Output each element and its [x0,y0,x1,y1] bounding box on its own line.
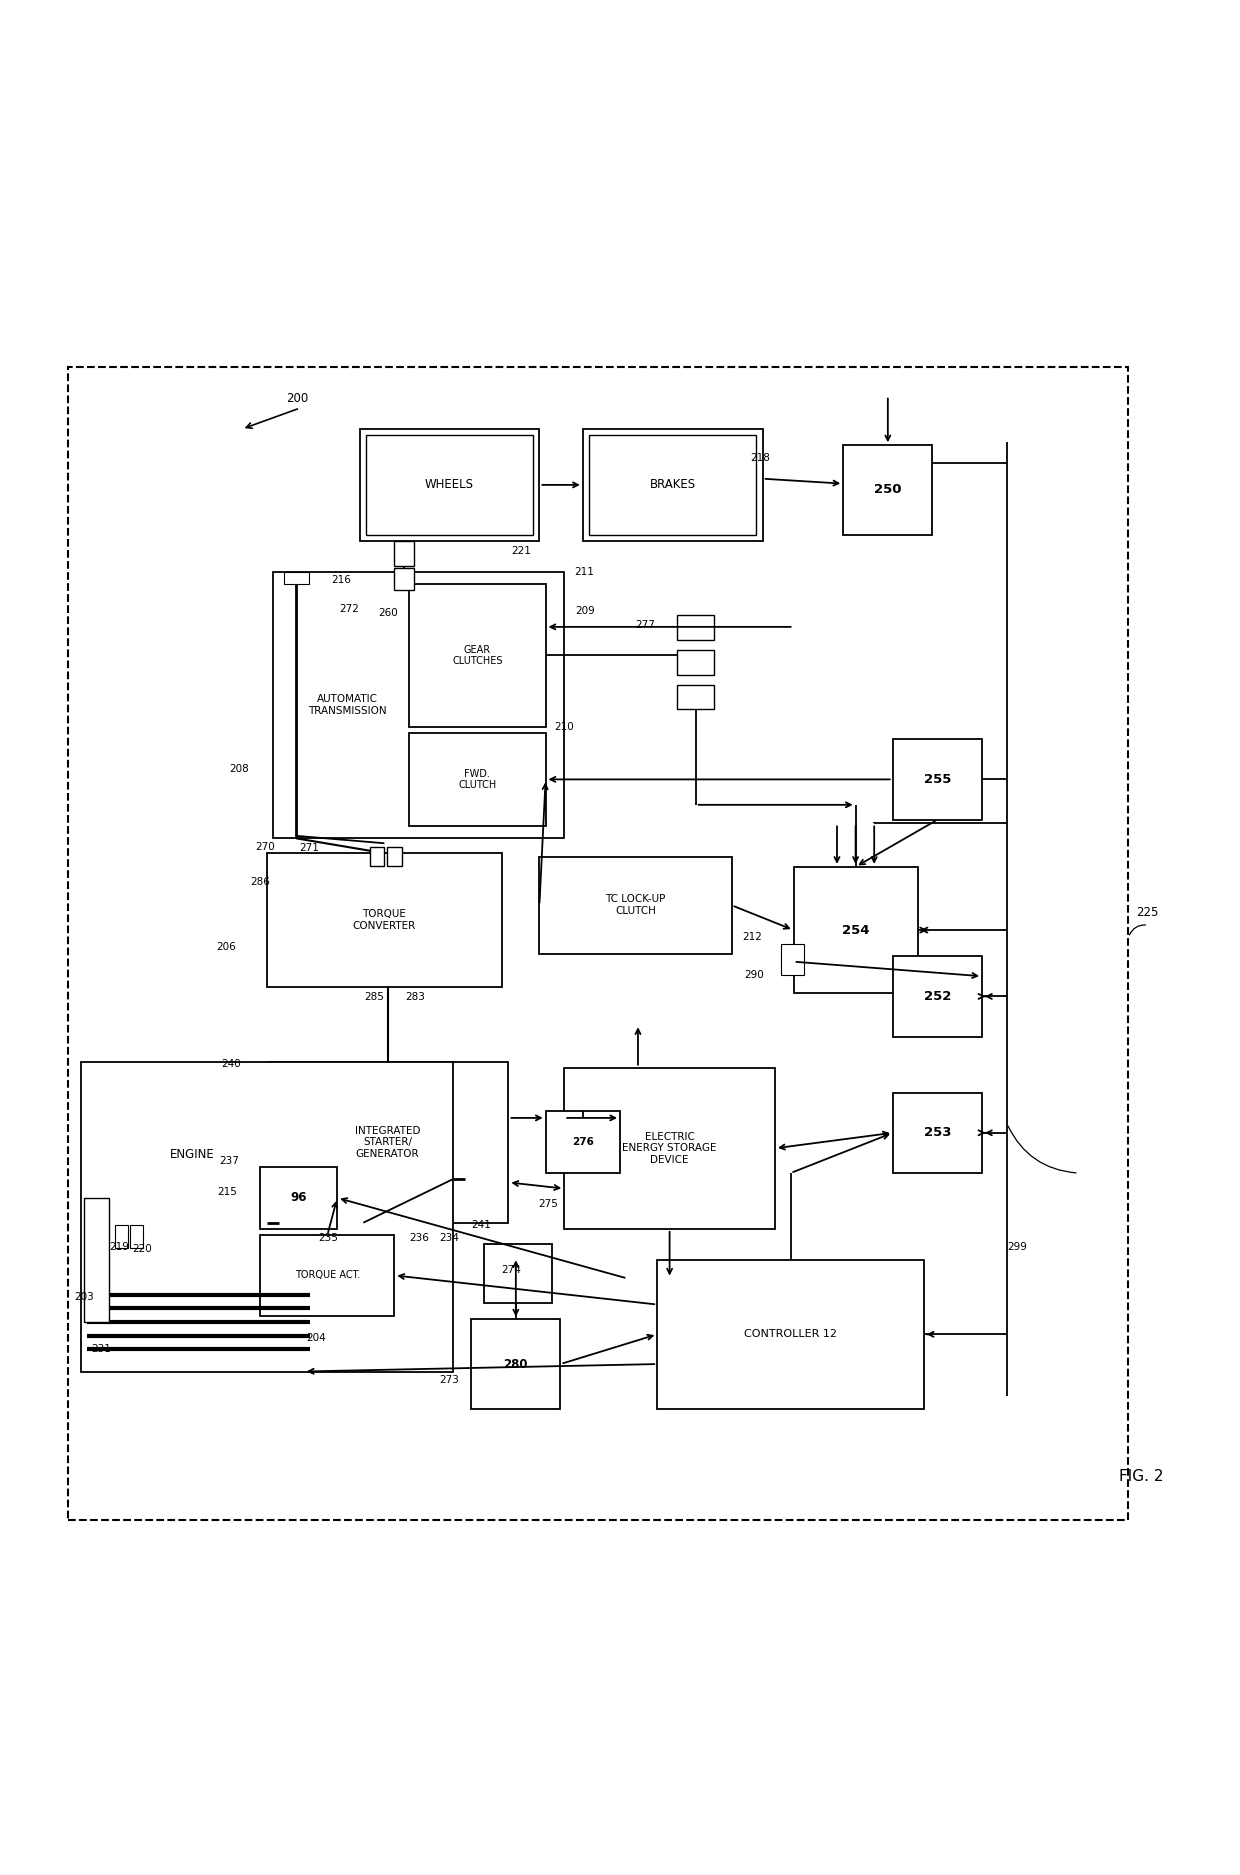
Text: 280: 280 [503,1358,528,1371]
Text: BRAKES: BRAKES [650,478,696,491]
Bar [366,435,533,534]
Text: 210: 210 [554,722,574,731]
Text: 241: 241 [471,1221,491,1230]
Text: 236: 236 [409,1232,429,1243]
Text: 252: 252 [924,990,951,1003]
Text: 285: 285 [365,992,384,1001]
Text: 218: 218 [750,452,770,463]
Bar [260,1236,394,1316]
Bar [564,1067,775,1228]
Text: GEAR
CLUTCHES: GEAR CLUTCHES [453,645,502,666]
Text: CONTROLLER 12: CONTROLLER 12 [744,1329,837,1339]
Text: 211: 211 [574,566,594,578]
Bar [893,1093,982,1174]
Bar [68,368,1128,1521]
Bar [267,1061,508,1223]
Text: ENGINE: ENGINE [170,1148,215,1161]
Text: 215: 215 [217,1187,237,1196]
Bar [394,568,414,591]
Bar [273,572,564,838]
Text: 273: 273 [439,1374,459,1386]
Bar [471,1320,560,1408]
Bar [781,943,804,975]
Text: 203: 203 [74,1292,94,1301]
Text: 221: 221 [511,546,531,555]
Text: TORQUE ACT.: TORQUE ACT. [295,1271,360,1281]
Bar [589,435,756,534]
Bar [677,651,714,675]
Text: 237: 237 [219,1155,239,1166]
Text: 235: 235 [319,1232,339,1243]
Text: 208: 208 [229,763,249,774]
Text: FWD.
CLUTCH: FWD. CLUTCH [459,769,496,789]
Text: 231: 231 [92,1344,112,1354]
Text: 272: 272 [340,604,360,613]
Bar [677,615,714,639]
Bar [539,857,732,954]
Text: 277: 277 [635,621,655,630]
Text: 209: 209 [575,606,595,617]
Text: 290: 290 [744,969,764,981]
Text: ELECTRIC
ENERGY STORAGE
DEVICE: ELECTRIC ENERGY STORAGE DEVICE [622,1132,717,1164]
Bar [387,848,402,866]
Text: 200: 200 [286,392,309,405]
Text: 240: 240 [221,1059,241,1069]
Text: 212: 212 [743,932,763,943]
Text: 270: 270 [255,842,275,851]
Bar [130,1224,143,1247]
Text: 219: 219 [109,1243,129,1252]
Bar [115,1224,128,1247]
Text: 225: 225 [1136,906,1158,919]
Bar [677,684,714,709]
Bar [84,1198,109,1322]
Text: 260: 260 [378,608,398,617]
Text: 250: 250 [874,484,901,497]
Bar [843,444,932,534]
Text: TORQUE
CONVERTER: TORQUE CONVERTER [352,909,417,932]
Text: AUTOMATIC
TRANSMISSION: AUTOMATIC TRANSMISSION [308,694,387,716]
Bar [409,733,546,825]
Text: 220: 220 [133,1243,153,1254]
Text: 206: 206 [216,943,236,952]
Bar [370,848,384,866]
Text: 276: 276 [572,1136,594,1148]
Text: 286: 286 [250,878,270,887]
Text: 274: 274 [501,1266,521,1275]
Bar [583,429,763,540]
Text: 283: 283 [405,992,425,1001]
Bar [409,585,546,728]
Text: 255: 255 [924,772,951,786]
Bar [81,1061,453,1371]
Bar [267,853,502,986]
Text: 204: 204 [306,1333,326,1342]
Text: INTEGRATED
STARTER/
GENERATOR: INTEGRATED STARTER/ GENERATOR [355,1125,420,1159]
Bar [657,1260,924,1408]
Text: 234: 234 [439,1232,459,1243]
Text: 299: 299 [1007,1243,1027,1252]
Bar [893,739,982,819]
Bar [284,572,309,585]
Text: 275: 275 [538,1200,558,1209]
Text: 216: 216 [331,576,351,585]
Text: 253: 253 [924,1127,951,1140]
Text: WHEELS: WHEELS [425,478,474,491]
Text: TC LOCK-UP
CLUTCH: TC LOCK-UP CLUTCH [605,894,666,917]
Text: 254: 254 [842,924,869,936]
Bar [484,1243,552,1303]
Text: FIG. 2: FIG. 2 [1118,1470,1163,1485]
Bar [893,956,982,1037]
Bar [546,1112,620,1174]
Bar [394,540,414,566]
Bar [360,429,539,540]
Text: 271: 271 [299,844,319,853]
Bar [260,1166,337,1228]
Text: 96: 96 [290,1191,308,1204]
Bar [794,866,918,994]
